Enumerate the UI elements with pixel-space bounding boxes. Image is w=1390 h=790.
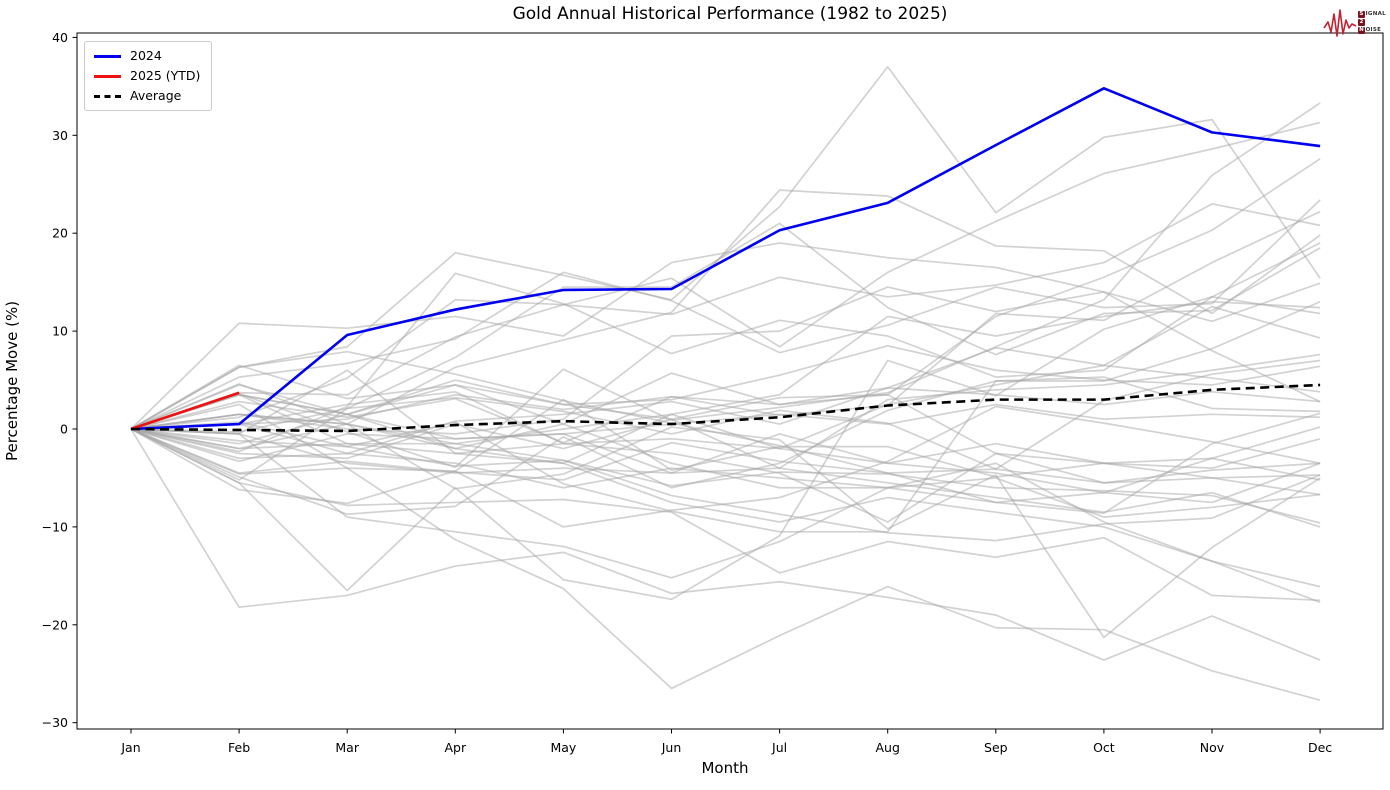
logo-word: 2 — [1358, 18, 1386, 26]
historical-year-lines — [130, 65, 1321, 702]
legend: 2024 2025 (YTD) Average — [84, 41, 213, 111]
y-tick-label--10: −10 — [42, 519, 68, 534]
year-line-1993 — [130, 222, 1321, 433]
year-line-2014 — [130, 364, 1321, 484]
legend-line-sample — [94, 74, 121, 78]
logo-badge: S — [1358, 10, 1366, 18]
year-line-2011 — [130, 65, 1321, 430]
x-tick-label-jun: Jun — [661, 740, 682, 755]
logo-badge: 2 — [1358, 18, 1366, 26]
year-line-2023 — [130, 359, 1321, 481]
legend-line-sample — [94, 54, 121, 58]
year-line-1999 — [130, 376, 1321, 533]
y-tick-label-20: 20 — [52, 226, 68, 241]
axis-ticks — [72, 36, 1321, 734]
axis-tick-labels: Jan Feb Mar Apr May Jun Jul Aug Sep Oct Nov Dec −30 −… — [42, 30, 1333, 755]
x-tick-label-oct: Oct — [1093, 740, 1115, 755]
logo-word: N OISE — [1358, 26, 1386, 34]
plot-border — [76, 32, 1384, 730]
year-line-2004 — [130, 305, 1321, 455]
year-line-1986 — [130, 300, 1321, 450]
year-line-2016 — [130, 242, 1321, 430]
signal2noise-logo: S IGNAL 2 N OISE — [1323, 2, 1386, 42]
logo-word-rest: OISE — [1365, 26, 1382, 33]
logo-word: S IGNAL — [1358, 10, 1386, 18]
year-line-2012 — [130, 403, 1321, 528]
year-line-2001 — [130, 346, 1321, 455]
x-tick-label-may: May — [550, 740, 576, 755]
year-line-1991 — [130, 428, 1321, 484]
year-line-2009 — [130, 102, 1321, 469]
year-line-1997 — [130, 384, 1321, 588]
year-line-2018 — [130, 428, 1321, 542]
x-tick-label-mar: Mar — [335, 740, 359, 755]
year-line-1998 — [130, 390, 1321, 523]
year-line-2013 — [130, 428, 1321, 702]
x-tick-label-aug: Aug — [875, 740, 899, 755]
y-tick-label-40: 40 — [52, 30, 68, 45]
legend-label: 2024 — [130, 48, 162, 63]
year-line-1990 — [130, 428, 1321, 579]
x-tick-label-apr: Apr — [444, 740, 466, 755]
year-line-1988 — [130, 428, 1321, 528]
x-tick-label-feb: Feb — [228, 740, 250, 755]
legend-entry-2025-ytd-: 2025 (YTD) — [94, 69, 200, 83]
year-line-2000 — [130, 393, 1321, 504]
year-line-1996 — [130, 428, 1321, 524]
year-line-1987 — [130, 202, 1321, 430]
series-line-average — [130, 383, 1321, 433]
waveform-icon — [1323, 9, 1357, 37]
y-tick-label--30: −30 — [42, 715, 68, 730]
x-axis-label: Month — [701, 759, 748, 777]
year-line-2021 — [130, 398, 1321, 505]
year-line-2003 — [130, 300, 1321, 516]
legend-line-sample — [94, 94, 121, 98]
y-tick-label--20: −20 — [42, 617, 68, 632]
legend-label: 2025 (YTD) — [130, 68, 201, 83]
year-line-2002 — [130, 199, 1321, 430]
series-line-2024 — [130, 87, 1321, 431]
y-tick-label-0: 0 — [60, 422, 68, 437]
x-tick-label-jan: Jan — [120, 740, 140, 755]
logo-word-rest: IGNAL — [1365, 10, 1386, 17]
year-line-2017 — [130, 344, 1321, 430]
y-tick-label-10: 10 — [52, 324, 68, 339]
highlight-lines — [130, 87, 1321, 433]
x-tick-label-jul: Jul — [771, 740, 787, 755]
series-line-2025-ytd- — [130, 391, 240, 431]
x-tick-label-dec: Dec — [1308, 740, 1332, 755]
year-line-1982 — [130, 242, 1321, 601]
legend-entry-average: Average — [94, 89, 200, 103]
logo-badge: N — [1358, 26, 1366, 34]
y-axis-label: Percentage Move (%) — [3, 301, 21, 461]
year-line-2020 — [130, 189, 1321, 430]
x-tick-label-nov: Nov — [1200, 740, 1225, 755]
year-line-2010 — [130, 121, 1321, 430]
year-line-1983 — [130, 428, 1321, 661]
x-tick-label-sep: Sep — [984, 740, 1008, 755]
y-tick-label-30: 30 — [52, 128, 68, 143]
legend-label: Average — [130, 88, 182, 103]
year-line-1989 — [130, 426, 1321, 504]
legend-entry-2024: 2024 — [94, 49, 200, 63]
year-line-2019 — [130, 282, 1321, 435]
year-line-2008 — [130, 383, 1321, 639]
year-line-2022 — [130, 350, 1321, 515]
chart-title: Gold Annual Historical Performance (1982… — [512, 4, 948, 24]
logo-text: S IGNAL 2 N OISE — [1358, 10, 1386, 34]
year-line-2006 — [130, 272, 1321, 453]
